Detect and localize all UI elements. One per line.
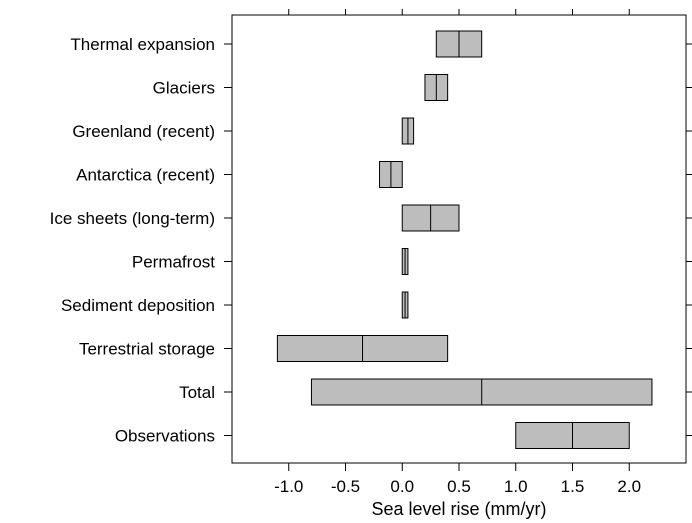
category-label-ice-sheets-long-term: Ice sheets (long-term) — [50, 209, 215, 228]
x-ticks-group: -1.0 -0.5 0.0 0.5 1.0 1.5 2.0 — [274, 9, 641, 496]
category-labels-group: Thermal expansion Glaciers Greenland (rece… — [50, 35, 692, 446]
x-tick-label-5: 1.5 — [561, 477, 585, 496]
category-label-permafrost: Permafrost — [132, 253, 215, 272]
category-label-total: Total — [179, 383, 215, 402]
x-tick-label-6: 2.0 — [617, 477, 641, 496]
category-label-thermal-expansion: Thermal expansion — [70, 35, 215, 54]
x-tick-label-2: 0.0 — [390, 477, 414, 496]
category-label-glaciers: Glaciers — [153, 79, 215, 98]
bars-group — [276, 30, 653, 449]
category-label-sediment-deposition: Sediment deposition — [61, 296, 215, 315]
x-tick-label-0: -1.0 — [274, 477, 303, 496]
category-label-terrestrial-storage: Terrestrial storage — [79, 340, 215, 359]
category-label-antarctica-recent: Antarctica (recent) — [76, 166, 215, 185]
x-axis-title: Sea level rise (mm/yr) — [371, 499, 546, 519]
x-tick-label-4: 1.0 — [504, 477, 528, 496]
category-label-greenland-recent: Greenland (recent) — [72, 122, 215, 141]
x-tick-label-1: -0.5 — [331, 477, 360, 496]
x-tick-label-3: 0.5 — [447, 477, 471, 496]
category-label-observations: Observations — [115, 427, 215, 446]
